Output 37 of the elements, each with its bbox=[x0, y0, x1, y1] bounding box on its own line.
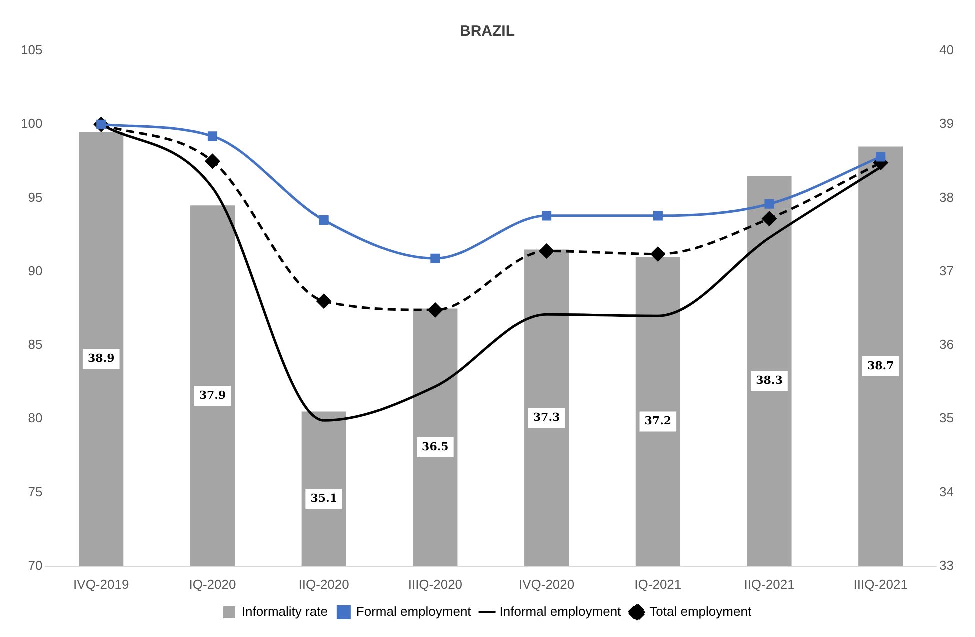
data-label: 37.2 bbox=[644, 414, 672, 428]
x-tick-label: IVQ-2019 bbox=[74, 576, 130, 592]
y-tick-label: 90 bbox=[28, 263, 43, 278]
y-tick-label: 80 bbox=[28, 410, 43, 426]
y2-tick-label: 38 bbox=[940, 190, 954, 205]
y2-tick-label: 36 bbox=[940, 337, 954, 352]
y-tick-label: 105 bbox=[20, 42, 43, 58]
y-tick-label: 100 bbox=[20, 116, 43, 132]
x-tick-label: IQ-2020 bbox=[189, 576, 236, 592]
y2-tick-label: 37 bbox=[940, 263, 954, 278]
legend-label: Informal employment bbox=[500, 604, 622, 620]
legend-label: Informality rate bbox=[242, 604, 328, 620]
y2-tick-label: 34 bbox=[940, 484, 954, 500]
data-label: 38.9 bbox=[88, 352, 115, 366]
y-tick-label: 85 bbox=[28, 337, 43, 352]
chart-title: BRAZIL bbox=[460, 23, 515, 40]
y2-tick-label: 35 bbox=[940, 410, 954, 426]
y2-tick-label: 40 bbox=[940, 42, 954, 58]
y-tick-label: 70 bbox=[28, 558, 43, 573]
legend-label: Total employment bbox=[650, 604, 752, 620]
data-label: 38.3 bbox=[756, 374, 783, 388]
data-label: 37.9 bbox=[199, 388, 226, 402]
data-label: 36.5 bbox=[422, 440, 449, 454]
data-label: 37.3 bbox=[533, 410, 560, 424]
y-tick-label: 95 bbox=[28, 190, 43, 205]
y-tick-label: 75 bbox=[28, 484, 43, 500]
data-label: 35.1 bbox=[310, 492, 338, 505]
x-tick-label: IIIQ-2021 bbox=[854, 576, 908, 592]
data-label: 38.7 bbox=[867, 359, 894, 372]
x-tick-label: IIIQ-2020 bbox=[408, 576, 463, 592]
legend-label: Formal employment bbox=[356, 604, 472, 620]
y2-tick-label: 39 bbox=[940, 116, 954, 132]
x-tick-label: IIQ-2020 bbox=[298, 576, 350, 592]
x-tick-label: IQ-2021 bbox=[634, 576, 682, 592]
x-tick-label: IIQ-2021 bbox=[744, 576, 795, 592]
y2-tick-label: 33 bbox=[940, 558, 954, 573]
x-tick-label: IVQ-2020 bbox=[518, 576, 575, 592]
